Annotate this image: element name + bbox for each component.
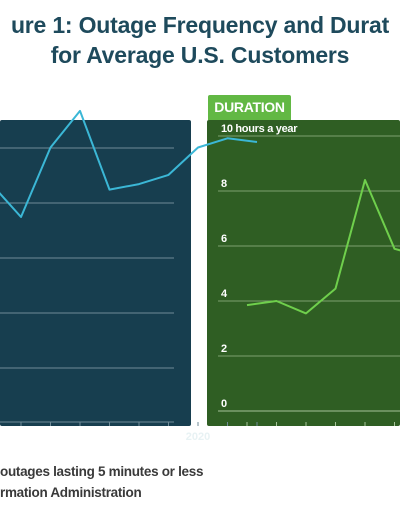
duration-y-tick-label: 2	[221, 343, 227, 355]
chart-title-line-1: ure 1: Outage Frequency and Durat	[10, 12, 390, 38]
frequency-line	[0, 109, 258, 218]
footnote-line-2: rmation Administration	[0, 485, 142, 500]
duration-x-ticks	[246, 422, 395, 426]
duration-line	[246, 179, 400, 315]
duration-y-tick-label: 0	[221, 398, 227, 410]
duration-gridlines	[218, 135, 400, 412]
duration-x-tick-label: 2015	[294, 431, 318, 443]
duration-tag: DURATION	[208, 95, 291, 120]
frequency-series	[0, 109, 258, 218]
duration-y-tick-label: 8	[221, 178, 227, 190]
footnote-line-1: outages lasting 5 minutes or less	[0, 464, 204, 479]
duration-y-tick-label: 6	[221, 233, 227, 245]
duration-series	[246, 179, 400, 315]
frequency-gridlines	[0, 147, 174, 423]
frequency-x-tick-label: 2020	[186, 431, 210, 443]
frequency-panel	[0, 120, 191, 426]
tick-labels: 2020 0 2 4 6 8 10 hours a year 2013 2015	[186, 123, 318, 443]
chart-title-line-2: for Average U.S. Customers	[50, 42, 350, 68]
duration-y-axis-label: 10 hours a year	[221, 123, 298, 135]
duration-panel	[207, 120, 400, 426]
frequency-x-ticks	[20, 422, 258, 426]
duration-y-tick-label: 4	[221, 288, 228, 300]
duration-x-tick-label: 2013	[235, 431, 259, 443]
